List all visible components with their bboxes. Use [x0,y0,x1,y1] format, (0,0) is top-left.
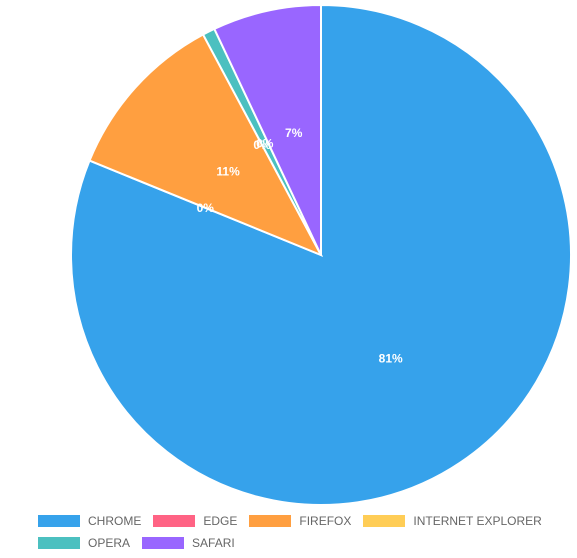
legend-item-firefox[interactable]: FIREFOX [249,513,351,529]
legend-item-internet-explorer[interactable]: INTERNET EXPLORER [363,513,542,529]
legend-item-safari[interactable]: SAFARI [142,535,235,551]
legend-label-internet-explorer: INTERNET EXPLORER [413,514,542,528]
legend-item-chrome[interactable]: CHROME [38,513,141,529]
legend-swatch-opera [38,537,80,549]
legend-label-safari: SAFARI [192,536,235,550]
slice-label-firefox: 11% [216,164,240,178]
slice-label-edge: 0% [197,201,215,215]
slice-label-internet-explorer: 0% [253,138,271,152]
legend-swatch-internet-explorer [363,515,406,527]
pie-plot: 81%0%11%0%0%7% [70,3,572,505]
pie-slice-firefox[interactable] [88,33,324,257]
pie-slices [70,3,572,505]
chart-legend: CHROME EDGE FIREFOX INTERNET EXPLORER OPERA S… [38,513,577,551]
slice-label-safari: 7% [285,126,303,140]
legend-label-opera: OPERA [88,536,131,550]
legend-item-opera[interactable]: OPERA [38,535,130,551]
legend-label-firefox: FIREFOX [299,514,352,528]
legend-label-edge: EDGE [203,514,238,528]
legend-swatch-edge [153,515,196,527]
legend-swatch-firefox [249,515,292,527]
legend-swatch-safari [142,537,185,549]
pie-slice-safari[interactable] [213,3,322,256]
legend-label-chrome: CHROME [88,514,142,528]
slice-label-chrome: 81% [379,352,403,366]
legend-swatch-chrome [38,515,80,527]
legend-item-edge[interactable]: EDGE [153,513,237,529]
pie-slice-labels: 81%0%11%0%0%7% [197,126,403,366]
slice-label-opera: 0% [256,136,274,150]
